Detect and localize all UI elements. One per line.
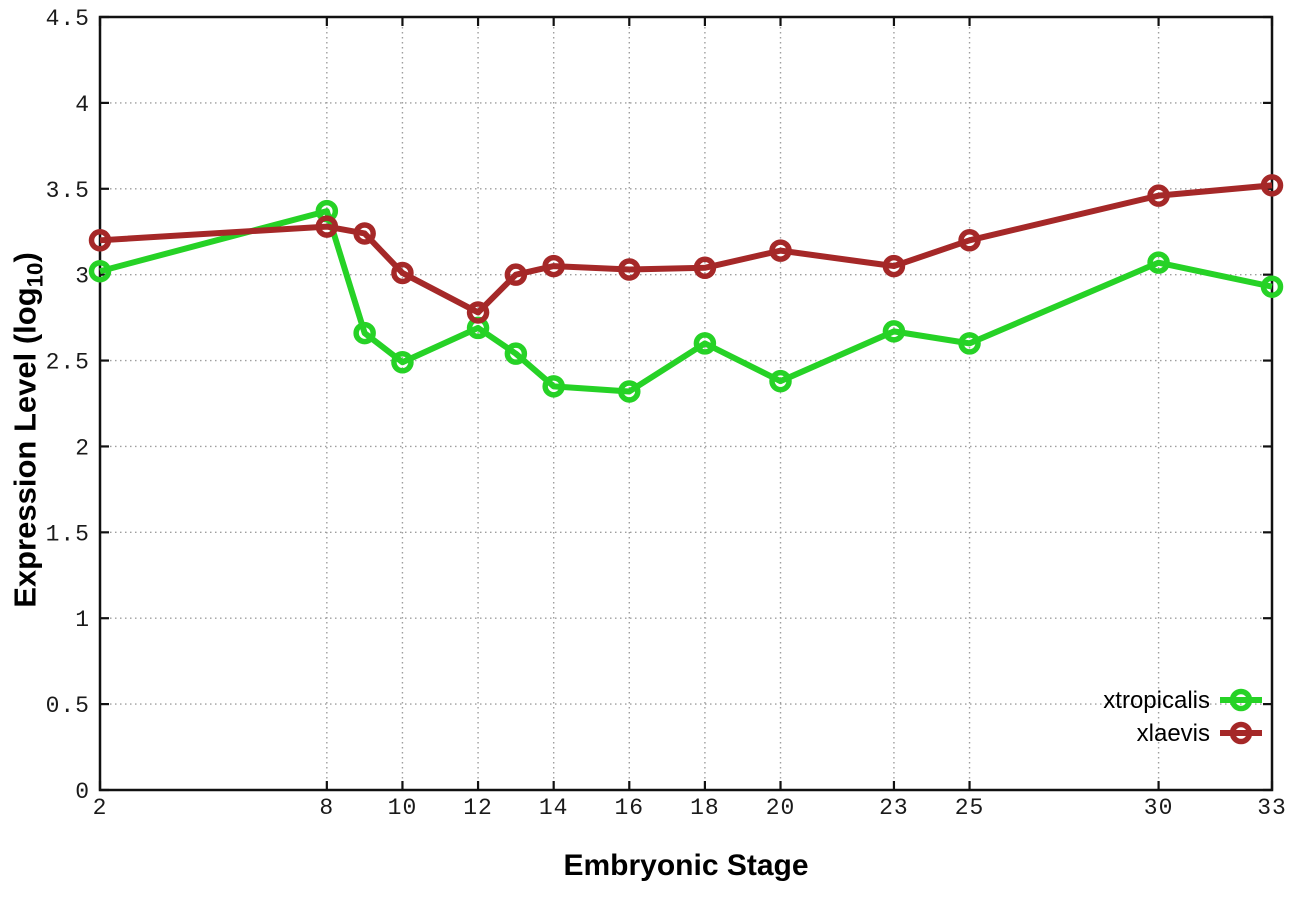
x-tick-label: 16 [614, 795, 644, 821]
data-point-xtropicalis [88, 259, 112, 283]
y-tick-label: 0.5 [46, 693, 90, 719]
data-point-xtropicalis [1260, 275, 1284, 298]
legend-label-xlaevis: xlaevis [1137, 720, 1210, 747]
data-point-xlaevis [353, 222, 376, 245]
x-tick-label: 18 [690, 795, 720, 821]
data-point-xlaevis [618, 258, 641, 281]
data-point-xlaevis [882, 254, 906, 278]
data-point-xtropicalis [353, 321, 376, 345]
series-line-xlaevis [99, 182, 1273, 316]
y-tick-label: 4 [75, 92, 90, 118]
x-tick-label: 10 [388, 795, 418, 821]
x-tick-label: 8 [319, 795, 334, 821]
data-point-xtropicalis [693, 332, 717, 355]
y-tick-label: 0 [75, 779, 90, 805]
data-point-xtropicalis [769, 369, 792, 393]
y-tick-label: 3 [75, 264, 90, 290]
x-tick-label: 2 [93, 795, 108, 821]
x-axis-label: Embryonic Stage [563, 849, 809, 882]
y-axis-label-close: ) [7, 252, 43, 263]
x-tick-label: 23 [879, 795, 909, 821]
data-point-xlaevis [693, 256, 717, 280]
legend-label-xtropicalis: xtropicalis [1103, 687, 1210, 714]
legend-marker-xtropicalis [1229, 688, 1253, 712]
data-point-xtropicalis [882, 320, 906, 343]
data-point-xlaevis [504, 263, 528, 286]
series-line-xtropicalis [99, 208, 1273, 395]
plot-border [98, 15, 1274, 792]
data-point-xtropicalis [958, 332, 981, 355]
data-point-xlaevis [542, 254, 565, 278]
data-point-xlaevis [391, 261, 414, 285]
y-tick-label: 2.5 [46, 350, 90, 376]
data-point-xlaevis [769, 239, 792, 262]
y-tick-label: 3.5 [46, 178, 90, 204]
x-tick-label: 33 [1257, 795, 1287, 821]
data-point-xlaevis [1147, 184, 1170, 207]
x-tick-label: 14 [539, 795, 569, 821]
data-point-xlaevis [88, 229, 112, 252]
data-point-xtropicalis [504, 342, 528, 365]
y-tick-label: 2 [75, 435, 90, 461]
x-tick-label: 20 [766, 795, 796, 821]
data-point-xlaevis [1260, 174, 1284, 197]
y-axis-label-subscript: 10 [22, 262, 48, 288]
data-point-xtropicalis [542, 375, 565, 398]
data-point-xlaevis [466, 301, 490, 324]
legend-marker-xlaevis [1229, 721, 1253, 745]
y-tick-label: 1.5 [46, 521, 90, 547]
data-point-xtropicalis [618, 380, 641, 403]
y-tick-label: 4.5 [46, 6, 90, 32]
x-tick-label: 25 [955, 795, 985, 821]
data-point-xtropicalis [1147, 251, 1170, 274]
y-axis-label: Expression Level (log10) [7, 252, 48, 608]
x-tick-label: 12 [463, 795, 493, 821]
data-point-xlaevis [315, 215, 339, 238]
y-axis-label-text: Expression Level (log [7, 287, 43, 608]
y-tick-label: 1 [75, 607, 90, 633]
data-point-xlaevis [958, 229, 981, 252]
data-point-xtropicalis [391, 351, 414, 374]
x-tick-label: 30 [1144, 795, 1174, 821]
